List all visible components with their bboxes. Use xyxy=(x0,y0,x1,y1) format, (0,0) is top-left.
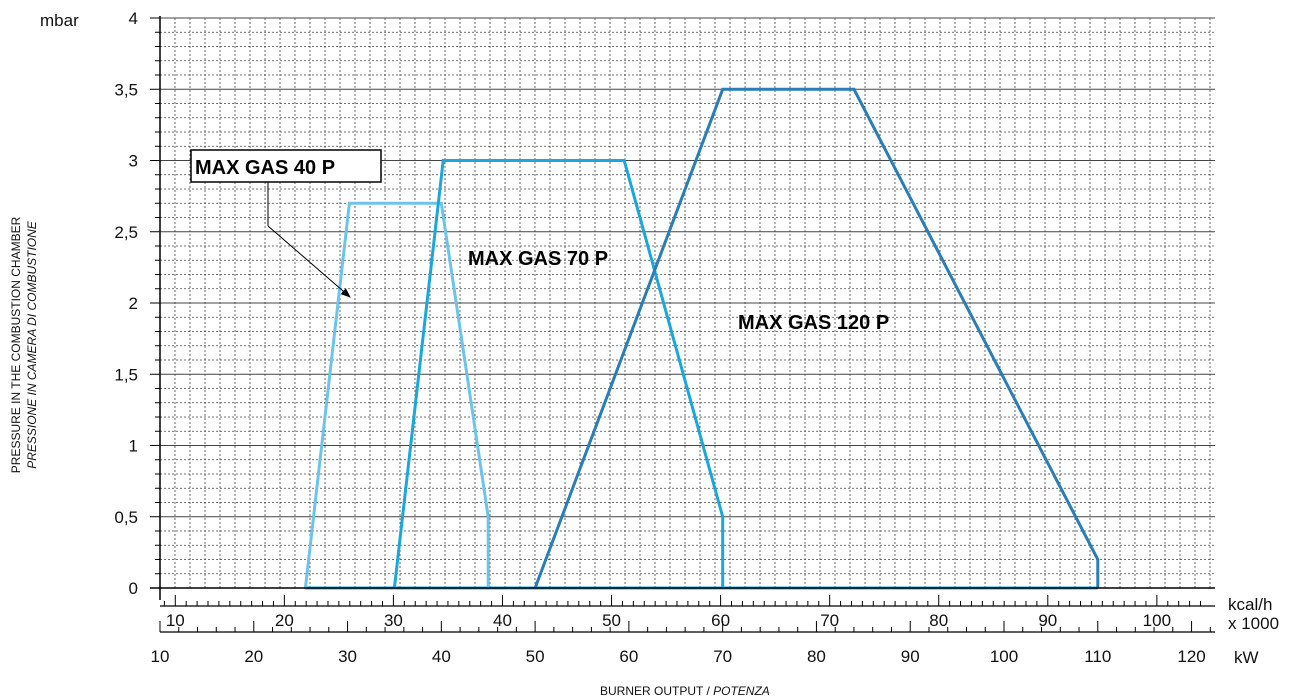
kcal-tick-label: 10 xyxy=(166,611,185,630)
kcal-tick-label: 70 xyxy=(820,611,839,630)
series-line-3 xyxy=(533,87,1100,589)
kcal-tick-label: 30 xyxy=(384,611,403,630)
kcal-tick-label: 20 xyxy=(275,611,294,630)
y-axis-unit: mbar xyxy=(40,11,79,30)
grid xyxy=(160,17,1215,588)
series-lines xyxy=(303,87,1100,590)
series-line-2 xyxy=(392,159,725,589)
kw-tick-label: 100 xyxy=(990,647,1018,666)
kw-tick-label: 90 xyxy=(901,647,920,666)
y-tick-label: 2 xyxy=(129,294,138,313)
series-label-box xyxy=(190,149,382,183)
y-tick-label: 0,5 xyxy=(114,508,138,527)
kw-tick-label: 110 xyxy=(1084,647,1111,666)
kw-tick-label: 70 xyxy=(713,647,732,666)
kcal-tick-label: 60 xyxy=(711,611,730,630)
kcal-tick-label: 90 xyxy=(1038,611,1057,630)
kcal-axis-unit: kcal/h xyxy=(1228,595,1272,614)
kcal-tick-label: 80 xyxy=(929,611,948,630)
kcal-tick-label: 100 xyxy=(1143,611,1171,630)
kw-tick-label: 60 xyxy=(619,647,638,666)
series-label-2: MAX GAS 70 P xyxy=(468,248,608,270)
y-tick-label: 3,5 xyxy=(114,80,138,99)
axes: 0 0,5 1 1,5 2 2,5 3 3,5 4 10 20 30 40 50 60 70 80 90 100 10… xyxy=(114,9,1215,666)
kw-tick-label: 120 xyxy=(1177,647,1205,666)
y-tick-label: 1,5 xyxy=(114,365,138,384)
y-axis-title: PRESSURE IN THE COMBUSTION CHAMBER xyxy=(9,216,23,473)
kw-axis-unit: kW xyxy=(1234,648,1259,667)
series-line-1 xyxy=(303,201,490,589)
y-tick-label: 0 xyxy=(129,579,138,598)
kw-tick-label: 40 xyxy=(432,647,451,666)
x-axis-title-italic: POTENZA xyxy=(713,684,770,698)
x-axis-title: BURNER OUTPUT / POTENZA xyxy=(600,684,770,698)
kw-tick-label: 50 xyxy=(526,647,545,666)
kcal-tick-label: 40 xyxy=(493,611,512,630)
series-label-1: MAX GAS 40 P xyxy=(195,157,335,179)
kw-tick-label: 20 xyxy=(244,647,263,666)
series-label-3: MAX GAS 120 P xyxy=(738,312,889,334)
kw-tick-label: 30 xyxy=(338,647,357,666)
x-axis-title-main: BURNER OUTPUT / xyxy=(600,684,713,698)
kw-tick-label: 10 xyxy=(151,647,170,666)
kw-tick-label: 80 xyxy=(807,647,826,666)
y-tick-label: 2,5 xyxy=(114,223,138,242)
kcal-tick-label: 50 xyxy=(602,611,621,630)
y-axis-title-italian: PRESSIONE IN CAMERA DI COMBUSTIONE xyxy=(25,220,39,469)
y-tick-label: 1 xyxy=(129,437,138,456)
series-labels: MAX GAS 40 P MAX GAS 70 P MAX GAS 120 P xyxy=(190,149,889,334)
y-tick-label: 3 xyxy=(129,152,138,171)
leader-arrow xyxy=(267,225,351,298)
y-tick-label: 4 xyxy=(129,9,138,28)
kcal-axis-unit-multiplier: x 1000 xyxy=(1228,614,1279,633)
